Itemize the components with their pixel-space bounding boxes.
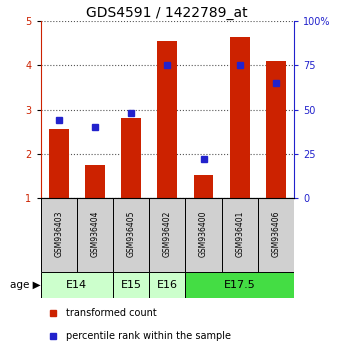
Text: GSM936403: GSM936403: [54, 210, 63, 257]
Text: GSM936404: GSM936404: [90, 210, 99, 257]
Bar: [41, 198, 77, 272]
Title: GDS4591 / 1422789_at: GDS4591 / 1422789_at: [87, 6, 248, 20]
Bar: [194, 175, 214, 198]
Bar: [149, 198, 186, 272]
Bar: [266, 61, 286, 198]
Text: GSM936406: GSM936406: [271, 210, 281, 257]
Bar: [186, 198, 222, 272]
Text: GSM936401: GSM936401: [235, 211, 244, 257]
Text: GSM936400: GSM936400: [199, 210, 208, 257]
Bar: [230, 37, 250, 198]
Text: E15: E15: [121, 280, 142, 290]
Bar: [85, 165, 105, 198]
Text: GSM936405: GSM936405: [127, 210, 136, 257]
Bar: [186, 272, 294, 298]
Text: E16: E16: [157, 280, 178, 290]
Bar: [222, 198, 258, 272]
Text: E17.5: E17.5: [224, 280, 256, 290]
Text: E14: E14: [66, 280, 87, 290]
Bar: [77, 198, 113, 272]
Bar: [258, 198, 294, 272]
Bar: [149, 272, 186, 298]
Text: age ▶: age ▶: [10, 280, 41, 290]
Text: GSM936402: GSM936402: [163, 211, 172, 257]
Bar: [41, 272, 113, 298]
Text: transformed count: transformed count: [66, 308, 156, 318]
Bar: [49, 130, 69, 198]
Bar: [158, 41, 177, 198]
Text: percentile rank within the sample: percentile rank within the sample: [66, 331, 231, 341]
Bar: [113, 272, 149, 298]
Bar: [121, 119, 141, 198]
Bar: [113, 198, 149, 272]
